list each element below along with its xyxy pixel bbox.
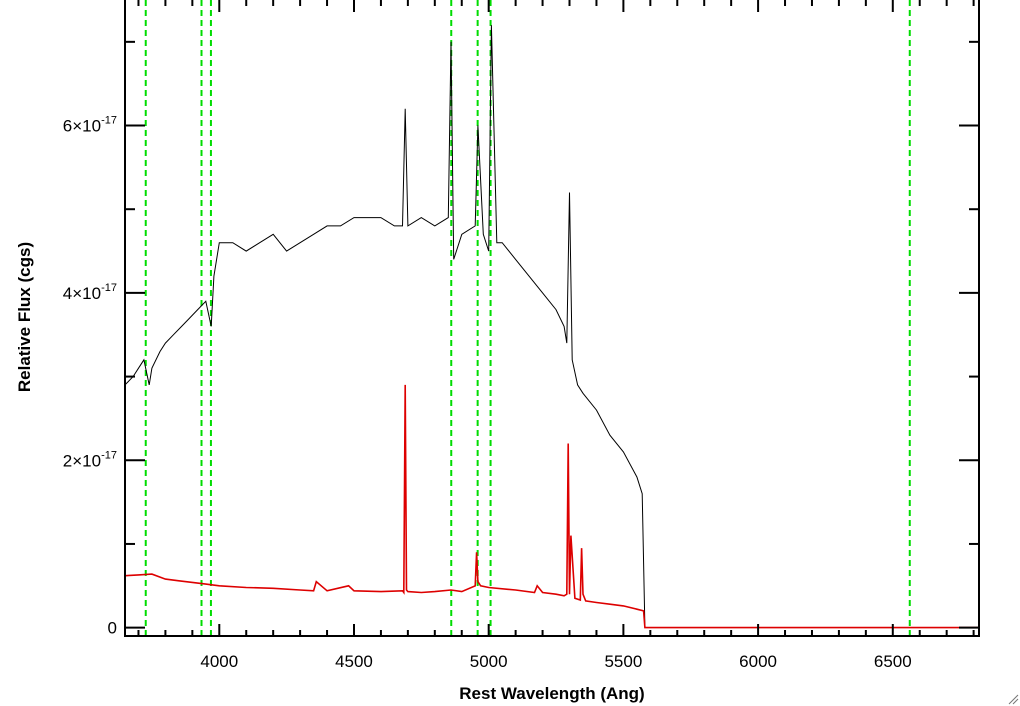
y-axis-ticks: 0 2×10-17 4×10-17 6×10-17 — [63, 40, 979, 638]
x-tick-label: 5000 — [470, 652, 508, 671]
x-tick-label: 4500 — [335, 652, 373, 671]
x-tick-label: 6500 — [874, 652, 912, 671]
y-tick-label: 2×10-17 — [63, 449, 117, 470]
resize-grip-icon[interactable] — [1008, 694, 1019, 705]
x-axis-ticks: 4000 4500 5000 5500 6000 6500 — [137, 0, 975, 671]
plot-frame — [124, 0, 980, 637]
y-tick-label: 6×10-17 — [63, 115, 117, 136]
y-tick-label: 4×10-17 — [63, 282, 117, 303]
x-tick-label: 5500 — [604, 652, 642, 671]
spectrum-series — [124, 25, 979, 629]
x-axis-title: Rest Wavelength (Ang) — [459, 684, 644, 703]
x-tick-label: 4000 — [200, 652, 238, 671]
y-axis-title: Relative Flux (cgs) — [15, 242, 34, 392]
series-line-1 — [124, 384, 979, 629]
vertical-marker-lines — [144, 0, 911, 636]
series-line-0 — [124, 25, 646, 628]
x-tick-label: 6000 — [739, 652, 777, 671]
y-tick-label: 0 — [108, 619, 117, 638]
